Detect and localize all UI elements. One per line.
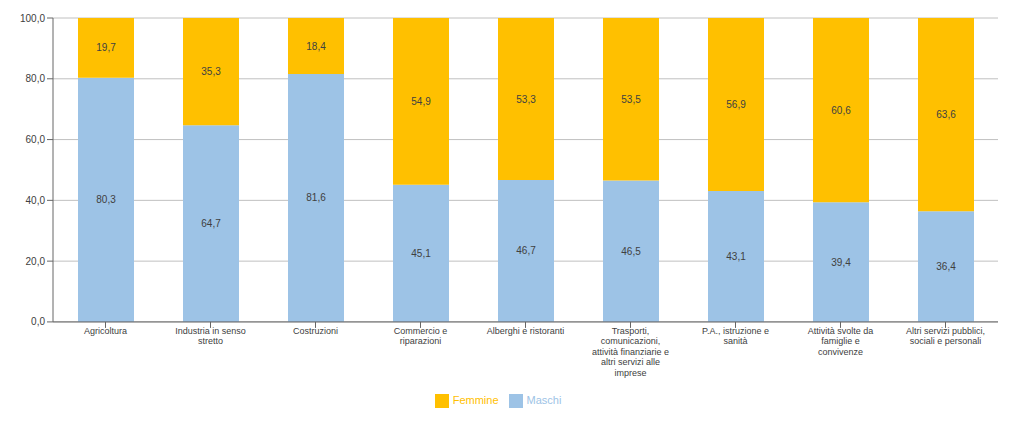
svg-text:54,9: 54,9 — [411, 96, 431, 107]
svg-text:Trasporti,comunicazioni,attivi: Trasporti,comunicazioni,attività finanzi… — [592, 326, 669, 378]
svg-text:81,6: 81,6 — [306, 192, 326, 203]
svg-text:18,4: 18,4 — [306, 41, 326, 52]
svg-text:Altri servizi pubblici,sociali: Altri servizi pubblici,sociali e persona… — [906, 326, 985, 347]
svg-text:Attività svolte dafamiglie eco: Attività svolte dafamiglie econvivenze — [808, 326, 874, 357]
svg-text:19,7: 19,7 — [96, 42, 116, 53]
svg-text:53,5: 53,5 — [621, 94, 641, 105]
svg-text:Agricoltura: Agricoltura — [84, 326, 127, 336]
html-text:Maschi: Maschi — [526, 393, 562, 406]
svg-text:46,7: 46,7 — [516, 245, 536, 256]
svg-text:60,6: 60,6 — [831, 105, 851, 116]
svg-text:Industria in sensostretto: Industria in sensostretto — [175, 326, 246, 347]
svg-text:53,3: 53,3 — [516, 94, 536, 105]
svg-text:39,4: 39,4 — [831, 257, 851, 268]
svg-text:0,0: 0,0 — [31, 316, 45, 327]
svg-text:60,0: 60,0 — [26, 134, 46, 145]
svg-text:80,3: 80,3 — [96, 194, 116, 205]
svg-text:80,0: 80,0 — [26, 73, 46, 84]
html-text:Femmine: Femmine — [452, 393, 499, 406]
svg-text:Costruzioni: Costruzioni — [293, 326, 338, 336]
svg-text:43,1: 43,1 — [726, 251, 746, 262]
svg-text:35,3: 35,3 — [201, 66, 221, 77]
svg-text:40,0: 40,0 — [26, 195, 46, 206]
svg-text:46,5: 46,5 — [621, 246, 641, 257]
svg-text:20,0: 20,0 — [26, 256, 46, 267]
svg-text:P.A., istruzione esanità: P.A., istruzione esanità — [702, 326, 769, 347]
svg-text:Commercio eriparazioni: Commercio eriparazioni — [394, 326, 448, 347]
svg-text:63,6: 63,6 — [936, 109, 956, 120]
svg-text:64,7: 64,7 — [201, 218, 221, 229]
svg-text:Alberghi e ristoranti: Alberghi e ristoranti — [487, 326, 565, 336]
svg-text:45,1: 45,1 — [411, 248, 431, 259]
svg-text:100,0: 100,0 — [20, 13, 45, 24]
svg-text:36,4: 36,4 — [936, 261, 956, 272]
svg-text:56,9: 56,9 — [726, 99, 746, 110]
